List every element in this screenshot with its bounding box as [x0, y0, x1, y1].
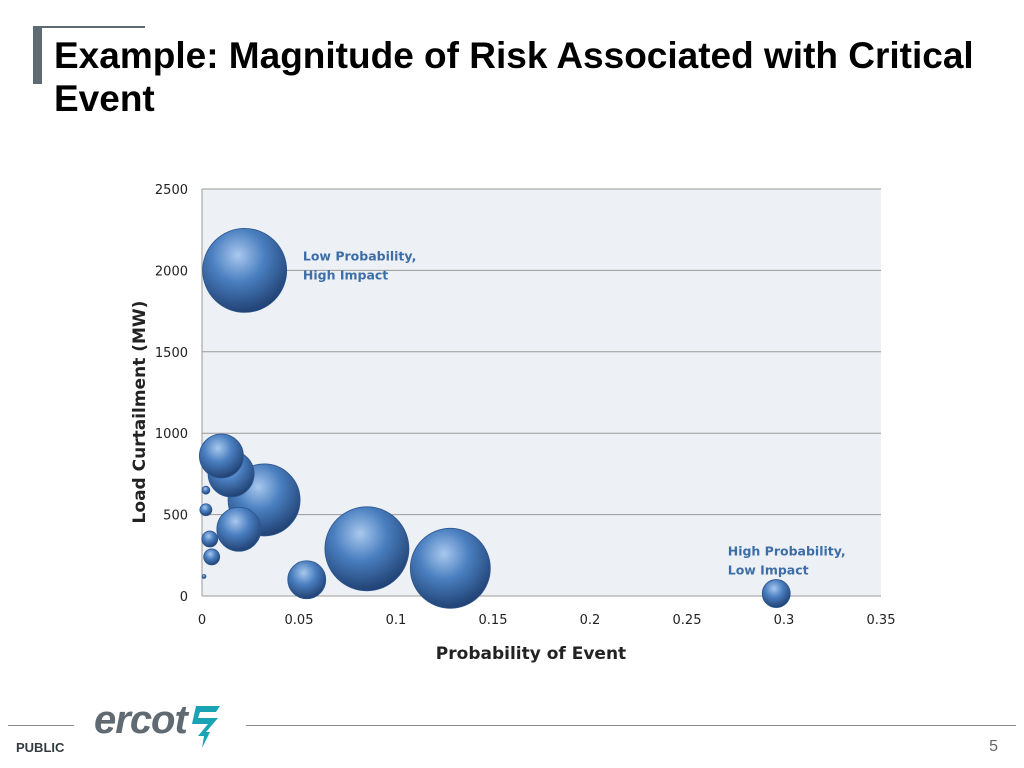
x-tick-label: 0.3	[774, 613, 795, 628]
x-tick-label: 0.35	[867, 613, 896, 628]
x-axis-ticks: 0 0.05 0.1 0.15 0.2 0.25 0.3 0.35	[198, 613, 896, 628]
annotations: Low Probability, High Impact High Probabil…	[303, 249, 846, 578]
y-tick-label: 1000	[155, 427, 188, 442]
x-tick-label: 0	[198, 613, 206, 628]
bubble-point	[199, 503, 213, 517]
y-tick-label: 500	[163, 509, 188, 524]
y-axis-ticks: 0 500 1000 1500 2000 2500	[155, 183, 188, 605]
y-axis-label: Load Curtailment (MW)	[130, 301, 150, 524]
page-number: 5	[989, 738, 998, 755]
x-tick-label: 0.2	[580, 613, 601, 628]
bubble-point	[201, 574, 207, 579]
title-accent-line	[33, 26, 145, 28]
y-tick-label: 0	[180, 590, 188, 605]
bubble-point	[198, 433, 244, 479]
y-tick-label: 2000	[155, 264, 188, 279]
x-tick-label: 0.15	[479, 613, 508, 628]
footer-classification: PUBLIC	[16, 740, 65, 755]
bubble-point	[201, 530, 219, 548]
bubbles	[198, 227, 791, 609]
y-tick-label: 2500	[155, 183, 188, 198]
bubble-point	[324, 506, 410, 592]
bubble-chart: 0 500 1000 1500 2000 2500 0 0.05 0.1 0.15 0.2 0.25…	[130, 183, 896, 664]
ercot-logo: ercot	[94, 698, 188, 742]
bubble-point	[203, 548, 221, 566]
bubble-point	[761, 579, 791, 608]
bubble-point	[409, 527, 491, 609]
x-axis-label: Probability of Event	[436, 644, 626, 664]
bubble-point	[216, 506, 262, 552]
footer-divider-left	[8, 725, 74, 726]
bubble-point	[201, 485, 211, 495]
slide-title: Example: Magnitude of Risk Associated wi…	[54, 35, 974, 119]
title-accent-bar	[33, 27, 42, 84]
footer-divider-right	[246, 725, 1016, 726]
plot-area	[202, 189, 881, 596]
annotation-label: High Probability, Low Impact	[728, 543, 846, 577]
x-tick-label: 0.25	[673, 613, 702, 628]
x-tick-label: 0.1	[386, 613, 407, 628]
bubble-point	[202, 227, 288, 313]
annotation-label: Low Probability, High Impact	[303, 249, 416, 283]
bubble-point	[287, 560, 327, 600]
y-tick-label: 1500	[155, 346, 188, 361]
x-tick-label: 0.05	[285, 613, 314, 628]
ercot-logo-icon	[192, 706, 220, 748]
